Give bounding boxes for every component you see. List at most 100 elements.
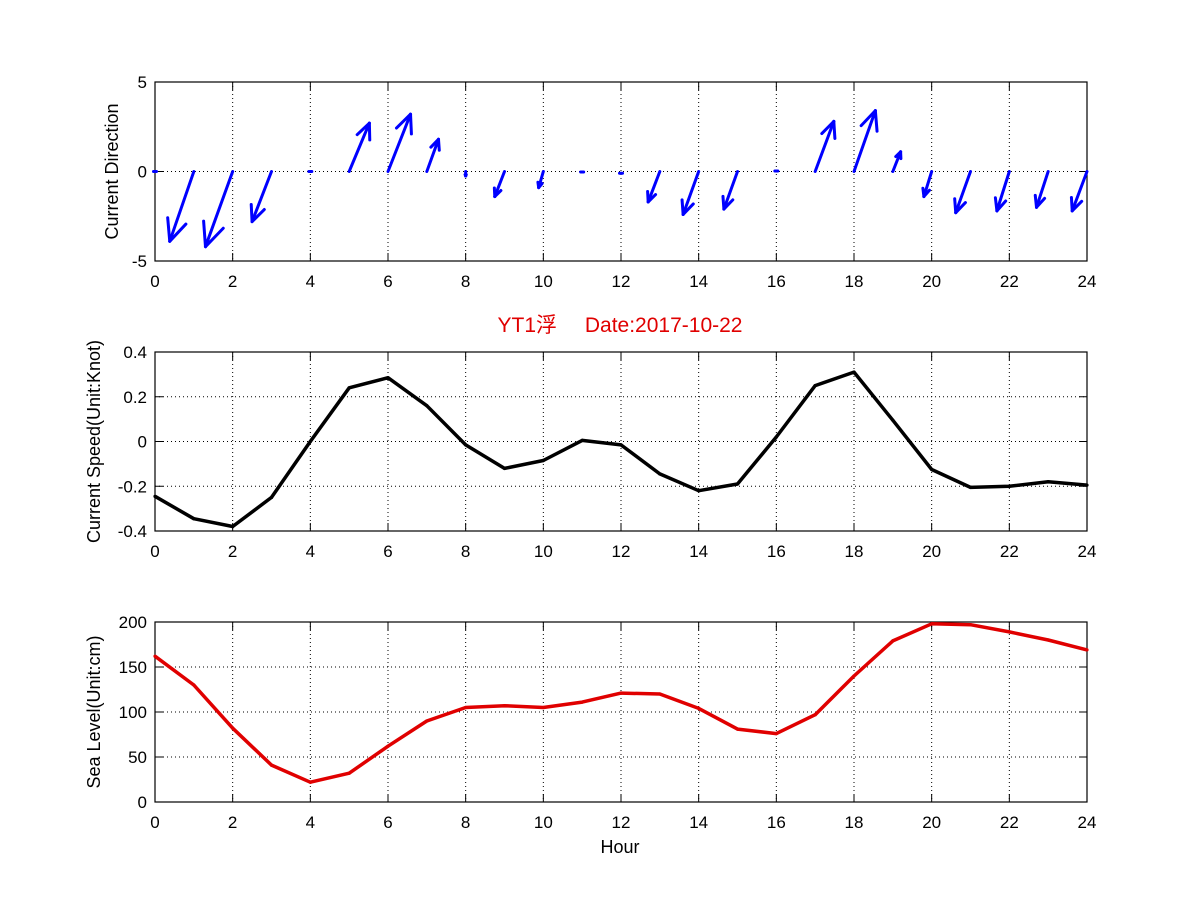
data-point xyxy=(153,494,157,498)
x-tick-label: 20 xyxy=(922,813,941,832)
y-tick-label: 100 xyxy=(119,703,147,722)
direction-arrow xyxy=(425,137,441,173)
direction-arrow xyxy=(386,112,413,173)
data-point xyxy=(891,639,895,643)
data-point xyxy=(813,383,817,388)
y-tick-label: 0.4 xyxy=(123,343,147,362)
x-tick-label: 10 xyxy=(534,813,553,832)
data-point xyxy=(930,467,934,472)
x-tick-label: 14 xyxy=(689,272,708,291)
direction-arrow xyxy=(1033,170,1050,209)
data-point xyxy=(231,726,235,730)
data-point xyxy=(541,458,545,463)
x-tick-label: 20 xyxy=(922,542,941,561)
direction-arrow xyxy=(891,150,903,173)
data-point xyxy=(464,705,468,710)
chart-title-station: YT1浮 xyxy=(498,314,558,337)
data-point xyxy=(891,418,895,422)
y-tick-label: 150 xyxy=(119,658,147,677)
x-tick-label: 18 xyxy=(845,272,864,291)
data-point xyxy=(1046,638,1050,642)
x-tick-label: 12 xyxy=(612,542,631,561)
x-tick-label: 4 xyxy=(306,272,315,291)
direction-arrow xyxy=(249,170,273,224)
y-tick-label: -0.4 xyxy=(118,522,147,541)
data-point xyxy=(930,622,934,626)
data-point xyxy=(502,466,507,470)
data-point xyxy=(735,727,740,731)
data-point xyxy=(425,719,429,723)
x-tick-label: 10 xyxy=(534,272,553,291)
direction-arrow xyxy=(463,170,468,178)
x-tick-label: 22 xyxy=(1000,813,1019,832)
direction-arrow xyxy=(166,170,196,243)
data-point xyxy=(192,517,196,521)
direction-arrow xyxy=(536,170,545,190)
x-tick-label: 2 xyxy=(228,272,237,291)
data-point xyxy=(386,376,390,380)
x-tick-label: 6 xyxy=(383,542,392,561)
data-point xyxy=(231,524,235,529)
x-tick-label: 20 xyxy=(922,272,941,291)
data-point xyxy=(968,485,973,489)
data-point xyxy=(269,763,274,767)
x-axis-label: Hour xyxy=(600,837,639,857)
x-tick-label: 12 xyxy=(612,272,631,291)
x-tick-label: 8 xyxy=(461,813,470,832)
data-point xyxy=(580,700,584,704)
x-tick-label: 6 xyxy=(383,813,392,832)
data-point xyxy=(269,495,274,500)
data-point xyxy=(1085,483,1089,487)
data-point xyxy=(619,443,623,447)
current-speed-panel: 0 2 4 6 8 10 12 14 16 18 20 22 24-0.4-0.200.20.4Curr… xyxy=(84,340,1096,561)
data-point xyxy=(192,683,196,687)
x-tick-label: 16 xyxy=(767,813,786,832)
data-point xyxy=(619,691,623,695)
data-point xyxy=(658,692,662,696)
data-point xyxy=(153,654,157,658)
x-tick-label: 24 xyxy=(1078,813,1097,832)
x-tick-label: 22 xyxy=(1000,272,1019,291)
x-tick-label: 16 xyxy=(767,542,786,561)
x-tick-label: 18 xyxy=(845,813,864,832)
y-tick-label: -0.2 xyxy=(118,477,147,496)
data-point xyxy=(1007,484,1011,488)
direction-arrow xyxy=(492,170,506,199)
x-tick-label: 0 xyxy=(150,272,159,291)
data-point xyxy=(308,439,312,444)
y-tick-label: 0 xyxy=(138,433,147,452)
y-tick-label: 0 xyxy=(138,163,147,182)
data-point xyxy=(813,713,817,717)
x-tick-label: 16 xyxy=(767,272,786,291)
direction-arrow xyxy=(646,170,662,204)
y-axis-label: Current Speed(Unit:Knot) xyxy=(84,340,104,543)
x-tick-label: 4 xyxy=(306,542,315,561)
direction-arrow xyxy=(921,170,934,199)
direction-arrow xyxy=(953,170,972,215)
data-point xyxy=(1007,630,1011,634)
x-tick-label: 0 xyxy=(150,813,159,832)
y-tick-label: 50 xyxy=(128,748,147,767)
data-point xyxy=(347,771,351,775)
direction-arrow xyxy=(347,121,372,173)
direction-arrow xyxy=(852,109,879,173)
data-point xyxy=(774,435,778,439)
x-tick-label: 6 xyxy=(383,272,392,291)
direction-arrow xyxy=(202,170,235,249)
chart-title: YT1浮 Date:2017-10-22 xyxy=(498,314,743,337)
direction-arrow xyxy=(813,119,837,173)
x-tick-label: 14 xyxy=(689,813,708,832)
data-point xyxy=(386,744,390,748)
data-point xyxy=(580,438,584,442)
direction-arrow xyxy=(680,170,701,216)
data-point xyxy=(347,386,351,390)
y-tick-label: 0.2 xyxy=(123,388,147,407)
y-tick-label: -5 xyxy=(132,252,147,271)
data-point xyxy=(502,704,507,708)
x-tick-label: 4 xyxy=(306,813,315,832)
x-tick-label: 8 xyxy=(461,542,470,561)
data-point xyxy=(852,370,856,374)
